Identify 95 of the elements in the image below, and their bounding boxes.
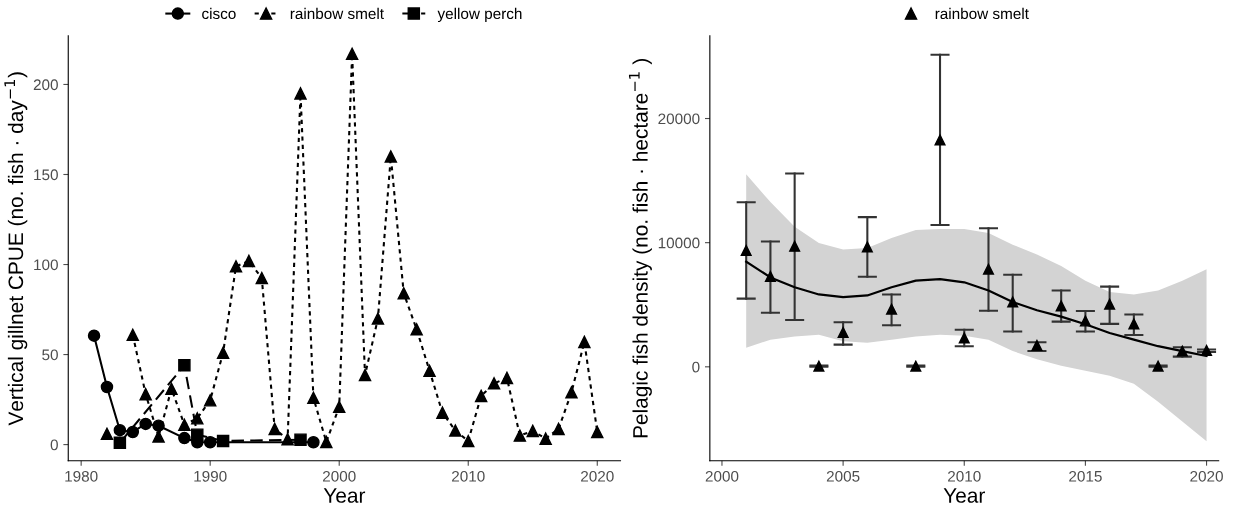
- x-tick-label: 2010: [452, 470, 485, 482]
- point: [461, 434, 475, 448]
- point: [87, 329, 101, 342]
- x-tick-label: 2015: [1069, 470, 1102, 482]
- point: [474, 389, 488, 403]
- legend-label: yellow perch: [437, 7, 522, 23]
- point: [1031, 339, 1043, 352]
- point: [1007, 296, 1019, 308]
- point: [837, 326, 849, 338]
- point: [216, 434, 230, 448]
- x-tick-label: 2020: [581, 470, 614, 482]
- point: [113, 423, 127, 437]
- y-tick-label: 50: [42, 349, 58, 361]
- point: [552, 422, 565, 436]
- point: [526, 424, 540, 438]
- legend-label: cisco: [202, 7, 236, 20]
- point: [1200, 344, 1213, 356]
- point: [764, 270, 776, 282]
- legend-label: rainbow smelt: [935, 7, 1029, 20]
- y-tick-label: 20000: [658, 113, 700, 125]
- point: [229, 260, 243, 273]
- point: [255, 271, 269, 285]
- point: [139, 417, 152, 431]
- point: [178, 418, 191, 432]
- x-tick-label: 2005: [826, 470, 860, 482]
- x-tick-label: 2000: [322, 470, 356, 482]
- x-tick-label: 1990: [194, 470, 227, 482]
- y-tick-label: 200: [33, 79, 58, 91]
- point: [886, 303, 898, 315]
- point: [126, 425, 140, 439]
- y-axis-title: Pelagic fish density (no. fish · hectare$^{−1}$ ): [628, 59, 652, 438]
- point: [436, 406, 449, 419]
- point: [178, 431, 191, 445]
- point: [203, 394, 217, 407]
- point: [982, 263, 995, 275]
- point: [910, 360, 922, 372]
- point: [203, 436, 217, 449]
- point: [513, 429, 527, 442]
- point: [423, 364, 436, 378]
- point: [1128, 318, 1140, 330]
- y-axis-title: Vertical gillnet CPUE (no. fish · day$^{−1}$): [4, 72, 28, 426]
- point: [242, 254, 256, 268]
- x-tick-label: 2020: [1190, 470, 1223, 482]
- y-tick-label: 0: [50, 439, 58, 451]
- legend-label: rainbow smelt: [290, 7, 384, 20]
- point: [410, 323, 423, 336]
- point: [934, 134, 946, 146]
- point: [565, 386, 578, 399]
- point: [191, 428, 204, 441]
- x-axis-title: Year: [943, 488, 985, 503]
- point: [449, 424, 462, 437]
- point: [100, 427, 114, 441]
- point: [740, 244, 752, 257]
- point: [371, 312, 385, 325]
- point: [500, 371, 514, 385]
- point: [332, 400, 346, 414]
- point: [307, 436, 320, 449]
- y-tick-label: 150: [34, 169, 58, 181]
- point: [1079, 315, 1091, 327]
- point: [294, 433, 307, 446]
- point: [307, 391, 320, 405]
- point: [539, 432, 552, 445]
- x-tick-label: 2000: [705, 470, 739, 482]
- point: [126, 328, 140, 342]
- point: [789, 240, 801, 252]
- x-axis-title: Year: [323, 488, 366, 503]
- point: [384, 150, 398, 163]
- x-tick-label: 1980: [65, 470, 98, 482]
- point: [358, 368, 372, 382]
- point: [320, 435, 333, 449]
- point: [268, 422, 281, 436]
- point: [1055, 300, 1067, 312]
- point: [345, 47, 359, 61]
- point: [216, 346, 230, 360]
- point: [100, 380, 114, 394]
- point: [578, 335, 591, 349]
- point: [397, 287, 410, 300]
- point: [487, 377, 501, 390]
- y-tick-label: 10000: [658, 237, 700, 249]
- point: [152, 430, 165, 443]
- point: [139, 387, 152, 401]
- point: [113, 436, 127, 450]
- point: [281, 432, 294, 446]
- y-tick-label: 0: [692, 361, 700, 373]
- point: [294, 87, 307, 100]
- point: [1152, 360, 1164, 372]
- point: [1104, 298, 1116, 310]
- point: [178, 359, 191, 372]
- point: [861, 241, 873, 253]
- x-tick-label: 2010: [948, 470, 981, 482]
- y-tick-label: 100: [34, 259, 58, 271]
- point: [813, 360, 825, 372]
- point: [1176, 345, 1188, 357]
- point: [591, 425, 604, 439]
- point: [165, 382, 178, 396]
